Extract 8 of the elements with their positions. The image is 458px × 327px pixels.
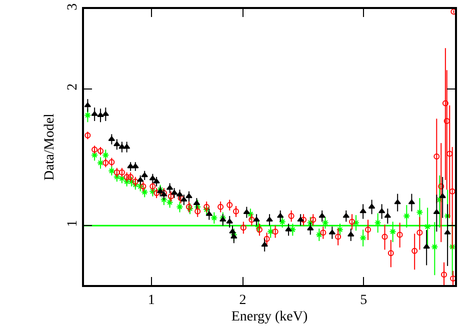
y-tick-label: 3 <box>65 3 80 10</box>
x-axis-title: Energy (keV) <box>231 310 308 325</box>
y-tick-label: 1 <box>65 220 80 228</box>
y-tick-label: 2 <box>65 83 80 90</box>
x-tick-label: 5 <box>360 292 368 308</box>
y-axis-title: Data/Model <box>42 113 58 180</box>
x-tick-label: 2 <box>239 292 246 308</box>
x-tick-label: 1 <box>148 292 155 308</box>
